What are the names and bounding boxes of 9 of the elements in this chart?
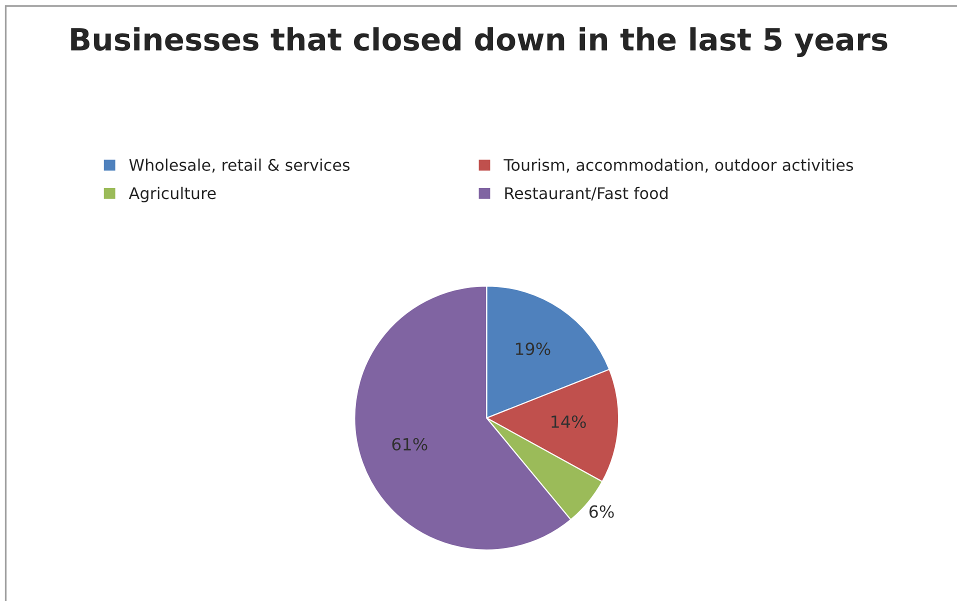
chart-title: Businesses that closed down in the last 5 years bbox=[71, 27, 888, 57]
legend-label: Restaurant/Fast food bbox=[505, 186, 668, 200]
data-label: 61% bbox=[392, 438, 428, 451]
data-label: 19% bbox=[516, 342, 550, 356]
legend-label: Wholesale, retail & services bbox=[129, 158, 350, 173]
data-label: 14% bbox=[552, 415, 586, 428]
legend-label: Agriculture bbox=[128, 186, 216, 202]
legend-label: Tourism, accommodation, outdoor activities bbox=[504, 158, 854, 173]
data-label: 6% bbox=[589, 505, 614, 518]
